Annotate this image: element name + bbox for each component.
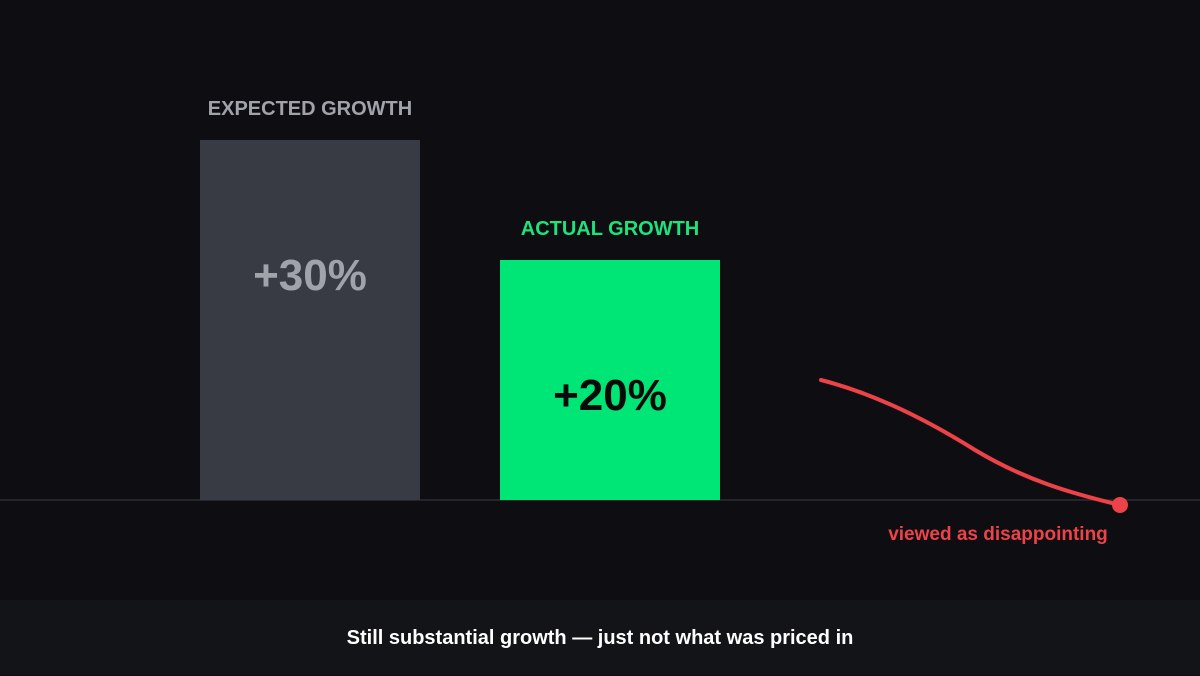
growth-comparison-chart: EXPECTED GROWTH ACTUAL GROWTH +30% +20% …	[0, 98, 1200, 545]
actual-growth-bar	[500, 260, 720, 500]
footer-caption: Still substantial growth — just not what…	[346, 627, 854, 649]
actual-growth-label: ACTUAL GROWTH	[521, 218, 700, 240]
disappointment-annotation: viewed as disappointing	[888, 524, 1108, 545]
footer-bar: Still substantial growth — just not what…	[0, 600, 1200, 675]
expected-growth-label: EXPECTED GROWTH	[208, 98, 412, 120]
decline-endpoint-dot	[1112, 497, 1128, 513]
expected-growth-bar	[200, 140, 420, 500]
expected-growth-value: +30%	[253, 251, 367, 300]
actual-growth-value: +20%	[553, 371, 667, 420]
decline-curve	[819, 378, 1122, 507]
